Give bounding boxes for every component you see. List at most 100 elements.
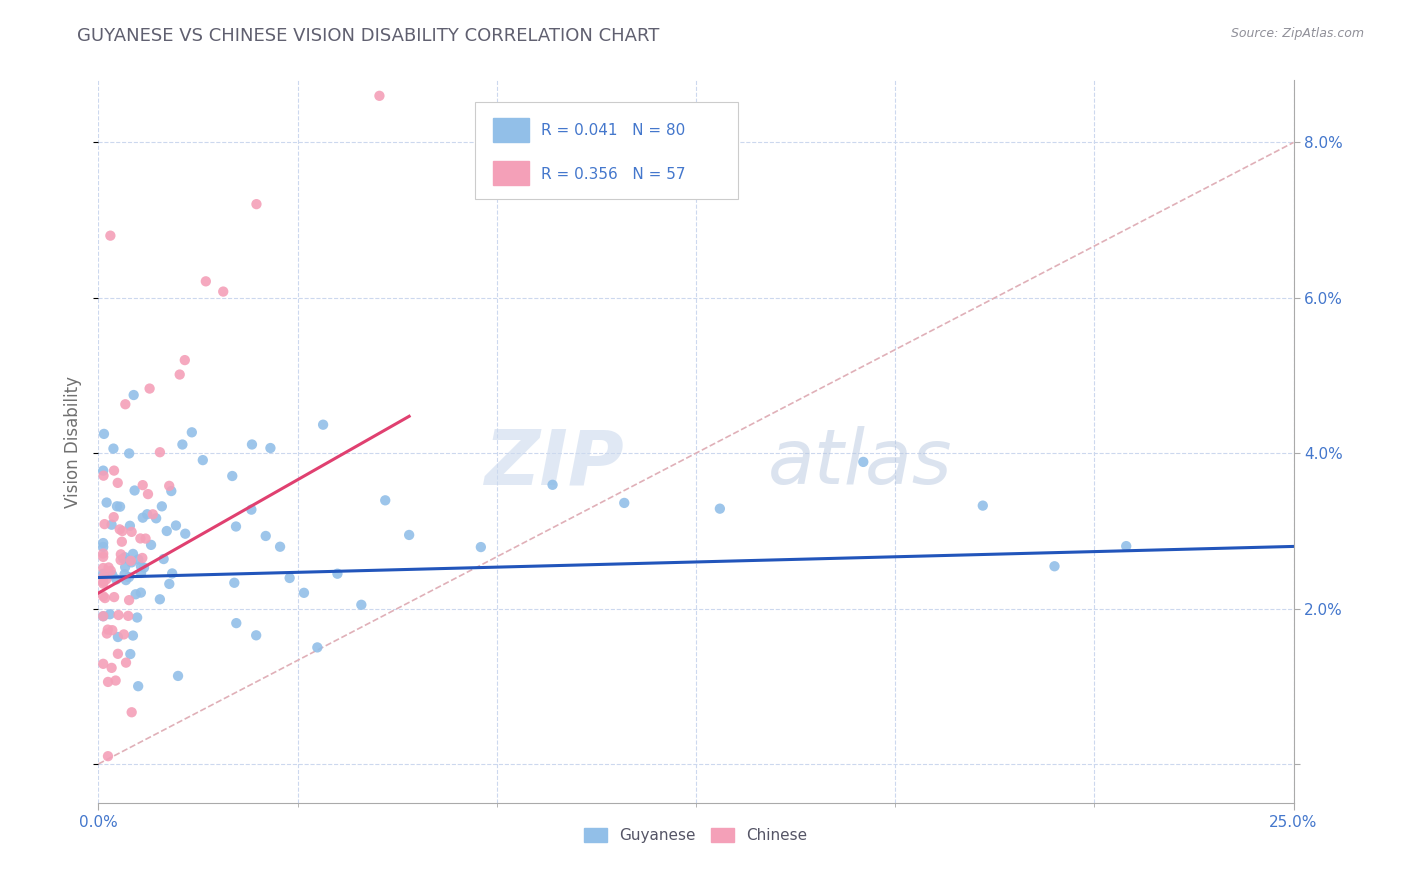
Text: atlas: atlas: [768, 426, 952, 500]
Point: [709, 501, 731, 516]
Point: [307, 640, 329, 655]
Point: [240, 437, 263, 451]
Point: [129, 559, 152, 574]
Point: [1115, 539, 1137, 553]
Point: [103, 464, 125, 478]
Point: [174, 526, 197, 541]
Point: [112, 551, 135, 566]
Point: [97, 623, 120, 637]
Point: [91, 547, 114, 561]
Point: [115, 656, 138, 670]
Point: [127, 679, 149, 693]
Point: [127, 552, 149, 566]
Text: GUYANESE VS CHINESE VISION DISABILITY CORRELATION CHART: GUYANESE VS CHINESE VISION DISABILITY CO…: [77, 27, 659, 45]
Point: [1043, 559, 1066, 574]
Point: [110, 553, 132, 567]
Point: [101, 567, 124, 582]
Point: [93, 468, 115, 483]
Point: [124, 587, 146, 601]
Point: [96, 626, 118, 640]
Point: [121, 555, 143, 569]
Point: [118, 570, 141, 584]
Point: [194, 274, 217, 288]
Point: [91, 609, 114, 624]
Point: [91, 464, 114, 478]
Point: [100, 517, 122, 532]
Point: [118, 593, 141, 607]
Point: [107, 608, 129, 623]
Point: [312, 417, 335, 432]
Point: [97, 674, 120, 689]
Text: Source: ZipAtlas.com: Source: ZipAtlas.com: [1230, 27, 1364, 40]
Point: [91, 609, 114, 624]
Point: [111, 524, 134, 538]
Point: [112, 627, 135, 641]
Point: [91, 576, 114, 591]
Point: [122, 547, 145, 561]
Point: [91, 574, 114, 589]
Point: [139, 538, 162, 552]
Point: [94, 591, 117, 605]
Point: [278, 571, 301, 585]
Point: [152, 552, 174, 566]
Point: [138, 382, 160, 396]
Point: [269, 540, 291, 554]
Point: [97, 749, 120, 764]
Point: [169, 368, 191, 382]
Point: [93, 517, 115, 532]
Point: [374, 493, 396, 508]
Point: [149, 445, 172, 459]
Point: [292, 586, 315, 600]
Point: [225, 519, 247, 533]
Point: [91, 657, 114, 671]
Point: [541, 477, 564, 491]
Point: [136, 487, 159, 501]
Point: [122, 629, 145, 643]
Point: [101, 623, 124, 637]
Point: [103, 442, 125, 456]
Point: [157, 577, 180, 591]
Point: [91, 566, 114, 581]
Point: [98, 228, 122, 243]
Point: [118, 446, 141, 460]
Point: [224, 575, 246, 590]
Point: [100, 661, 122, 675]
Point: [225, 616, 247, 631]
Point: [120, 647, 142, 661]
Y-axis label: Vision Disability: Vision Disability: [65, 376, 83, 508]
Point: [350, 598, 373, 612]
Point: [326, 566, 349, 581]
Point: [98, 607, 121, 622]
Point: [245, 628, 267, 642]
Point: [118, 518, 141, 533]
Point: [91, 536, 114, 550]
Bar: [494, 161, 529, 185]
Point: [100, 564, 122, 578]
Point: [104, 673, 127, 688]
Point: [132, 510, 155, 524]
Point: [121, 524, 143, 539]
Point: [97, 560, 120, 574]
Point: [129, 585, 152, 599]
Point: [398, 528, 420, 542]
Text: R = 0.356   N = 57: R = 0.356 N = 57: [541, 167, 685, 182]
Point: [91, 561, 114, 575]
Point: [96, 573, 118, 587]
Point: [108, 522, 131, 536]
Point: [115, 573, 138, 587]
Point: [259, 441, 281, 455]
Point: [142, 508, 165, 522]
Point: [470, 540, 492, 554]
Point: [131, 551, 153, 566]
Point: [96, 495, 118, 509]
Point: [131, 478, 153, 492]
Point: [124, 483, 146, 498]
Point: [135, 532, 157, 546]
Point: [110, 547, 132, 561]
Point: [180, 425, 202, 440]
Point: [173, 353, 195, 368]
Point: [132, 560, 155, 574]
Point: [145, 511, 167, 525]
Point: [157, 479, 180, 493]
Bar: [494, 118, 529, 142]
